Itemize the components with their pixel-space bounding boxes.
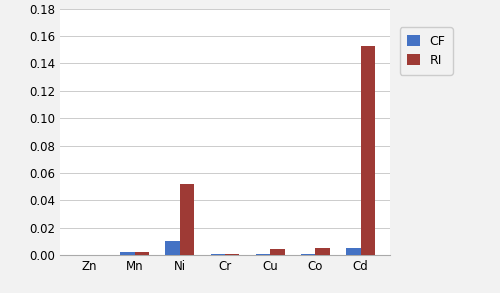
Bar xyxy=(270,249,284,255)
Bar xyxy=(225,253,240,255)
Bar xyxy=(134,252,149,255)
Bar xyxy=(360,46,375,255)
Bar xyxy=(346,248,360,255)
Bar xyxy=(120,252,134,255)
Bar xyxy=(301,253,316,255)
Bar xyxy=(256,253,270,255)
Bar xyxy=(180,184,194,255)
Legend: CF, RI: CF, RI xyxy=(400,27,453,75)
Bar xyxy=(166,241,180,255)
Bar xyxy=(316,248,330,255)
